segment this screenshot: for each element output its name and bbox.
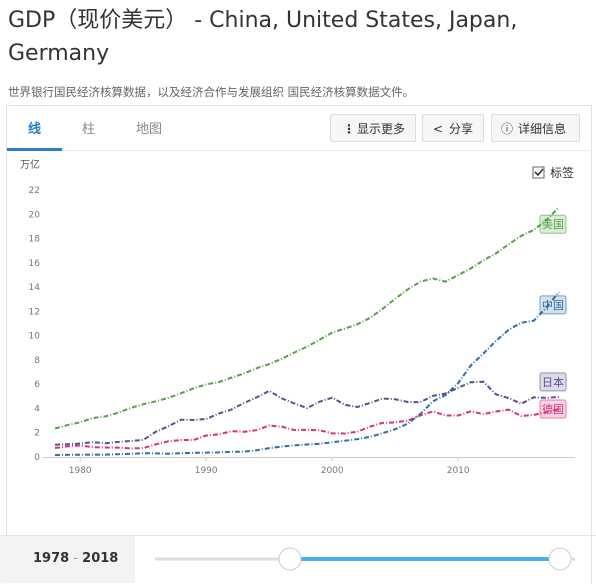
series-label-text: 日本 — [542, 375, 564, 389]
range-label: 1978 - 2018 — [33, 551, 118, 566]
series-line — [54, 291, 560, 457]
divider — [7, 150, 589, 151]
x-tick-label: 2000 — [321, 466, 344, 476]
checkbox-label: 标签 — [550, 165, 574, 180]
series-label-text: 中国 — [542, 299, 564, 312]
series-label: 德国 — [539, 399, 567, 419]
x-tick-label: 2010 — [447, 466, 470, 476]
y-tick-label: 2 — [34, 429, 40, 439]
series-label: 日本 — [539, 372, 567, 392]
x-tick-label: 1980 — [69, 466, 92, 476]
series-line — [54, 408, 560, 450]
x-tick-label: 1990 — [195, 466, 218, 476]
y-tick-label: 18 — [29, 235, 41, 245]
range-start: 1978 — [33, 551, 70, 566]
series-line — [54, 206, 560, 430]
range-box — [0, 536, 135, 583]
button[interactable]: < 分享 — [422, 114, 484, 142]
range-separator: - — [73, 551, 79, 566]
y-tick-label: 8 — [34, 356, 40, 366]
button[interactable]: ⋮ 显示更多 — [330, 114, 416, 142]
tab[interactable]: 柱 — [82, 122, 96, 137]
button[interactable]: ⓘ 详细信息 — [491, 114, 580, 142]
checkbox[interactable] — [532, 166, 545, 179]
y-tick-label: 4 — [34, 404, 40, 414]
series-label-text: 美国 — [542, 218, 564, 231]
series-label-box — [539, 372, 567, 392]
series-label-box — [539, 399, 567, 419]
slider-handle[interactable] — [278, 547, 302, 571]
y-tick-label: 14 — [29, 283, 41, 293]
y-tick-label: 10 — [29, 332, 41, 342]
y-tick-label: 12 — [29, 307, 40, 317]
tab[interactable]: 地图 — [136, 122, 163, 137]
series-label-text: 德国 — [542, 402, 564, 416]
series-label: 美国 — [539, 214, 567, 234]
button-label: 详细信息 — [518, 122, 567, 136]
subtitle: 世界银行国民经济核算数据，以及经济合作与发展组织 国民经济核算数据文件。 — [8, 85, 415, 99]
slider[interactable] — [135, 536, 596, 583]
series-label-box — [539, 295, 567, 315]
y-tick-label: 6 — [34, 380, 40, 390]
divider — [0, 535, 596, 536]
panel — [6, 105, 592, 584]
series-label-box — [539, 214, 567, 234]
slider-handle[interactable] — [548, 547, 572, 571]
tab-indicator — [7, 148, 62, 151]
y-tick-label: 20 — [29, 210, 41, 220]
title: GDP（现价美元） - China, United States, Japan,… — [8, 8, 518, 66]
series-label: 中国 — [539, 295, 567, 315]
range-end: 2018 — [82, 551, 119, 566]
series-line — [54, 380, 560, 446]
tab[interactable]: 线 — [28, 122, 42, 137]
y-tick-label: 0 — [34, 453, 40, 463]
y-tick-label: 22 — [29, 186, 40, 196]
button-label: 显示更多 — [357, 122, 406, 136]
button-label: 分享 — [449, 122, 474, 136]
chart: 万亿 标签 0 2 4 6 8 10 12 14 16 18 20 22 1980 1990 2000 201… — [20, 158, 575, 476]
y-axis-label: 万亿 — [20, 158, 40, 171]
y-tick-label: 16 — [29, 259, 41, 269]
checkmark — [534, 168, 544, 177]
